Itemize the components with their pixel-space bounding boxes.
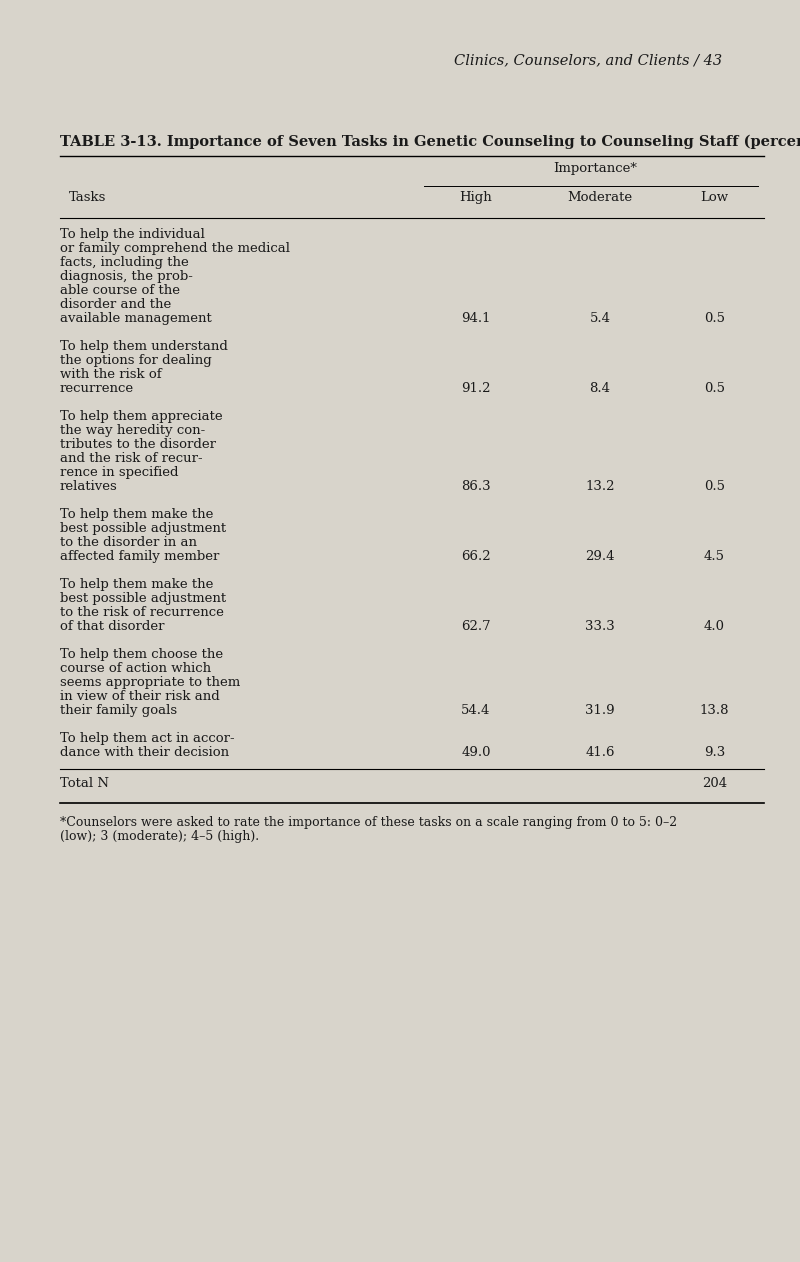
Text: 41.6: 41.6 xyxy=(586,746,614,760)
Text: 62.7: 62.7 xyxy=(461,621,491,634)
Text: 9.3: 9.3 xyxy=(704,746,725,760)
Text: in view of their risk and: in view of their risk and xyxy=(60,690,220,703)
Text: 0.5: 0.5 xyxy=(704,382,725,395)
Text: with the risk of: with the risk of xyxy=(60,369,162,381)
Text: diagnosis, the prob-: diagnosis, the prob- xyxy=(60,270,193,284)
Text: recurrence: recurrence xyxy=(60,382,134,395)
Text: 33.3: 33.3 xyxy=(585,621,615,634)
Text: rence in specified: rence in specified xyxy=(60,467,178,480)
Text: 86.3: 86.3 xyxy=(461,481,491,493)
Text: Moderate: Moderate xyxy=(567,191,633,203)
Text: Total N: Total N xyxy=(60,777,109,790)
Text: TABLE 3-13. Importance of Seven Tasks in Genetic Counseling to Counseling Staff : TABLE 3-13. Importance of Seven Tasks in… xyxy=(60,135,800,149)
Text: To help them act in accor-: To help them act in accor- xyxy=(60,732,234,746)
Text: available management: available management xyxy=(60,313,212,326)
Text: (low); 3 (moderate); 4–5 (high).: (low); 3 (moderate); 4–5 (high). xyxy=(60,830,259,843)
Text: their family goals: their family goals xyxy=(60,704,177,717)
Text: seems appropriate to them: seems appropriate to them xyxy=(60,676,240,689)
Text: or family comprehend the medical: or family comprehend the medical xyxy=(60,242,290,255)
Text: to the risk of recurrence: to the risk of recurrence xyxy=(60,606,224,620)
Text: 0.5: 0.5 xyxy=(704,481,725,493)
Text: able course of the: able course of the xyxy=(60,284,180,298)
Text: 29.4: 29.4 xyxy=(586,550,614,563)
Text: 8.4: 8.4 xyxy=(590,382,610,395)
Text: facts, including the: facts, including the xyxy=(60,256,189,269)
Text: 91.2: 91.2 xyxy=(462,382,490,395)
Text: disorder and the: disorder and the xyxy=(60,298,171,312)
Text: 5.4: 5.4 xyxy=(590,313,610,326)
Text: Importance*: Importance* xyxy=(554,162,637,174)
Text: To help them understand: To help them understand xyxy=(60,341,228,353)
Text: 31.9: 31.9 xyxy=(585,704,615,717)
Text: relatives: relatives xyxy=(60,481,118,493)
Text: tributes to the disorder: tributes to the disorder xyxy=(60,438,216,452)
Text: To help them make the: To help them make the xyxy=(60,578,214,592)
Text: of that disorder: of that disorder xyxy=(60,621,165,634)
Text: 0.5: 0.5 xyxy=(704,313,725,326)
Text: To help the individual: To help the individual xyxy=(60,228,205,241)
Text: 49.0: 49.0 xyxy=(462,746,490,760)
Text: To help them choose the: To help them choose the xyxy=(60,649,223,661)
Text: High: High xyxy=(460,191,492,203)
Text: affected family member: affected family member xyxy=(60,550,219,563)
Text: 4.5: 4.5 xyxy=(704,550,725,563)
Text: best possible adjustment: best possible adjustment xyxy=(60,522,226,535)
Text: to the disorder in an: to the disorder in an xyxy=(60,536,197,549)
Text: 13.8: 13.8 xyxy=(700,704,729,717)
Text: best possible adjustment: best possible adjustment xyxy=(60,592,226,606)
Text: Low: Low xyxy=(700,191,729,203)
Text: 4.0: 4.0 xyxy=(704,621,725,634)
Text: course of action which: course of action which xyxy=(60,663,211,675)
Text: 94.1: 94.1 xyxy=(462,313,490,326)
Text: Tasks: Tasks xyxy=(70,191,106,203)
Text: To help them make the: To help them make the xyxy=(60,509,214,521)
Text: 204: 204 xyxy=(702,777,727,790)
Text: the way heredity con-: the way heredity con- xyxy=(60,424,206,438)
Text: Clinics, Counselors, and Clients / 43: Clinics, Counselors, and Clients / 43 xyxy=(454,53,722,67)
Text: 66.2: 66.2 xyxy=(461,550,491,563)
Text: and the risk of recur-: and the risk of recur- xyxy=(60,452,202,466)
Text: *Counselors were asked to rate the importance of these tasks on a scale ranging : *Counselors were asked to rate the impor… xyxy=(60,817,677,829)
Text: 54.4: 54.4 xyxy=(462,704,490,717)
Text: dance with their decision: dance with their decision xyxy=(60,746,229,760)
Text: To help them appreciate: To help them appreciate xyxy=(60,410,222,423)
Text: the options for dealing: the options for dealing xyxy=(60,355,212,367)
Text: 13.2: 13.2 xyxy=(586,481,614,493)
